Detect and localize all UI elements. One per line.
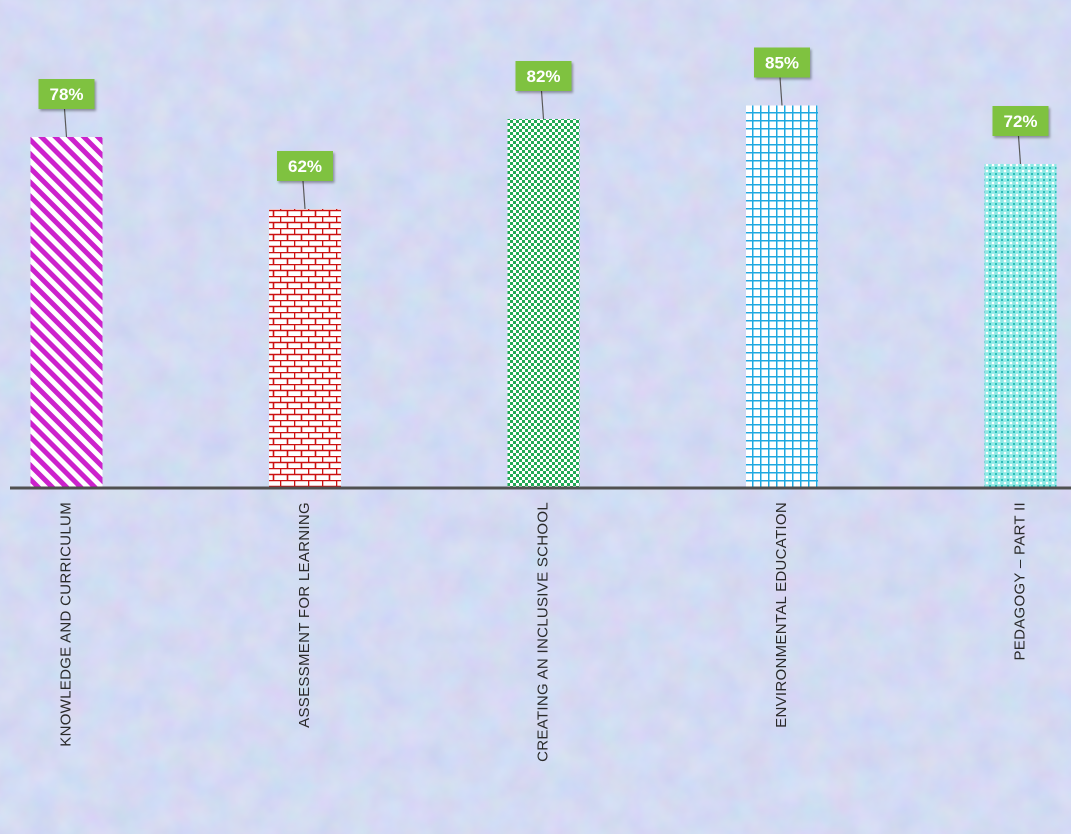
category-label: CREATING AN INCLUSIVE SCHOOL: [534, 502, 551, 762]
data-label: 72%: [992, 106, 1049, 136]
data-label: 82%: [515, 61, 572, 91]
category-label: PEDAGOGY – PART II: [1011, 502, 1028, 661]
data-label-text: 85%: [765, 54, 799, 73]
data-label-leader-line: [1017, 135, 1022, 165]
category-labels-layer: KNOWLEDGE AND CURRICULUM ASSESSMENT FOR L…: [57, 502, 1028, 762]
data-label-box: [277, 151, 333, 181]
bar: [507, 119, 580, 488]
data-label-leader-line: [302, 180, 306, 210]
bars-layer: [30, 105, 1057, 488]
data-label: 78%: [38, 79, 95, 109]
category-label: ENVIRONMENTAL EDUCATION: [773, 502, 790, 728]
data-label-box: [515, 61, 572, 91]
leaders-layer: [63, 77, 1022, 210]
data-label-text: 72%: [1003, 112, 1037, 131]
category-label: KNOWLEDGE AND CURRICULUM: [57, 502, 74, 747]
bar: [746, 105, 818, 488]
data-label-text: 82%: [526, 67, 560, 86]
data-label-text: 78%: [49, 85, 83, 104]
category-label: ASSESSMENT FOR LEARNING: [296, 502, 313, 728]
data-label: 85%: [754, 47, 810, 78]
data-label-leader-line: [779, 77, 783, 106]
bar: [30, 137, 103, 488]
bar: [984, 164, 1057, 488]
data-label-box: [754, 47, 810, 78]
data-label: 62%: [277, 151, 333, 181]
data-labels-layer: 78% 62% 82% 85% 72%: [38, 47, 1049, 181]
data-label-box: [38, 79, 95, 109]
bar: [269, 209, 341, 488]
data-label-text: 62%: [288, 157, 322, 176]
data-label-leader-line: [540, 90, 545, 120]
data-label-box: [992, 106, 1049, 136]
data-label-leader-line: [63, 108, 68, 138]
